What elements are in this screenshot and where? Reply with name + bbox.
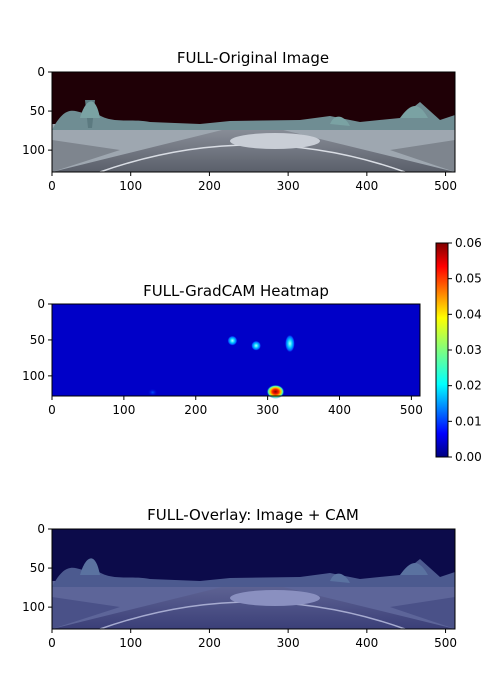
heat-hotspot	[251, 340, 262, 351]
x-tick-label: 500	[434, 636, 457, 650]
x-tick-label: 400	[355, 179, 378, 193]
y-tick-label: 50	[30, 104, 45, 118]
panel2-axes: 0 100 200 300 400 500 0 50 100	[22, 297, 423, 417]
y-tick-label: 100	[22, 143, 45, 157]
x-tick-label: 200	[198, 636, 221, 650]
x-tick-label: 400	[355, 636, 378, 650]
x-tick-label: 300	[256, 403, 279, 417]
y-tick-label: 0	[37, 297, 45, 311]
colorbar-tick-label: 0.06	[455, 236, 482, 250]
x-tick-label: 300	[277, 636, 300, 650]
panel3-axes: 0 100 200 300 400 500 0 50 100	[22, 522, 457, 650]
colorbar-tick-label: 0.01	[455, 414, 482, 428]
colorbar-tick-label: 0.00	[455, 450, 482, 464]
colorbar: 0.00 0.01 0.02 0.03 0.04 0.05 0.06	[435, 236, 482, 464]
colorbar-tick-label: 0.04	[455, 307, 482, 321]
panel3-title: FULL-Overlay: Image + CAM	[147, 506, 359, 524]
x-tick-label: 100	[119, 636, 142, 650]
x-tick-label: 300	[277, 179, 300, 193]
x-tick-label: 100	[119, 179, 142, 193]
colorbar-tick-label: 0.03	[455, 343, 482, 357]
y-tick-label: 100	[22, 600, 45, 614]
x-tick-label: 100	[112, 403, 135, 417]
x-tick-label: 0	[48, 179, 56, 193]
heat-hotspot	[227, 335, 238, 346]
original-image	[52, 72, 455, 173]
panel1-axes: 0 100 200 300 400 500 0 50 100	[22, 65, 457, 193]
overlay-image	[52, 529, 455, 630]
panel2-title: FULL-GradCAM Heatmap	[143, 282, 329, 300]
heat-hotspot	[284, 334, 295, 353]
y-tick-label: 50	[30, 561, 45, 575]
y-tick-label: 100	[22, 369, 45, 383]
gradcam-heatmap	[52, 304, 420, 399]
x-tick-label: 0	[48, 636, 56, 650]
x-tick-label: 400	[328, 403, 351, 417]
y-tick-label: 0	[37, 522, 45, 536]
colorbar-tick-label: 0.02	[455, 379, 482, 393]
x-tick-label: 200	[198, 179, 221, 193]
x-tick-label: 200	[184, 403, 207, 417]
colorbar-tick-label: 0.05	[455, 272, 482, 286]
x-tick-label: 0	[48, 403, 56, 417]
x-tick-label: 500	[434, 179, 457, 193]
heat-hotspot	[266, 384, 285, 399]
y-tick-label: 0	[37, 65, 45, 79]
x-tick-label: 500	[400, 403, 423, 417]
panel1-title: FULL-Original Image	[177, 49, 329, 67]
y-tick-label: 50	[30, 333, 45, 347]
heat-hotspot	[147, 388, 158, 397]
